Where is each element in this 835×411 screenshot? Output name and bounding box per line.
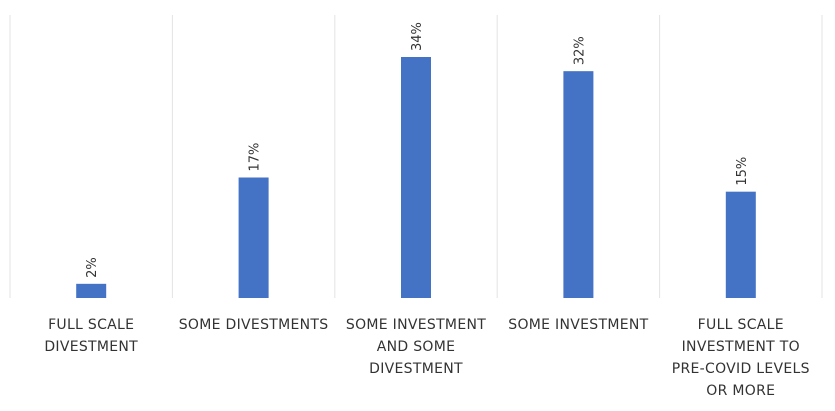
bar [725, 191, 756, 298]
category-label: FULL SCALE INVESTMENT TO PRE-COVID LEVEL… [671, 317, 810, 399]
data-label: 32% [572, 36, 587, 65]
data-label: 34% [410, 22, 425, 51]
category-label: SOME INVESTMENT AND SOME DIVESTMENT [345, 317, 487, 377]
bar [401, 57, 431, 298]
data-label: 15% [735, 157, 750, 186]
bar [238, 177, 269, 298]
data-label: 2% [85, 257, 100, 278]
data-label: 17% [248, 143, 263, 172]
bar [76, 283, 107, 298]
bar [563, 71, 594, 298]
category-label: SOME INVESTMENT [508, 317, 649, 333]
category-label: FULL SCALE DIVESTMENT [44, 317, 139, 355]
category-label: SOME DIVESTMENTS [178, 317, 329, 333]
